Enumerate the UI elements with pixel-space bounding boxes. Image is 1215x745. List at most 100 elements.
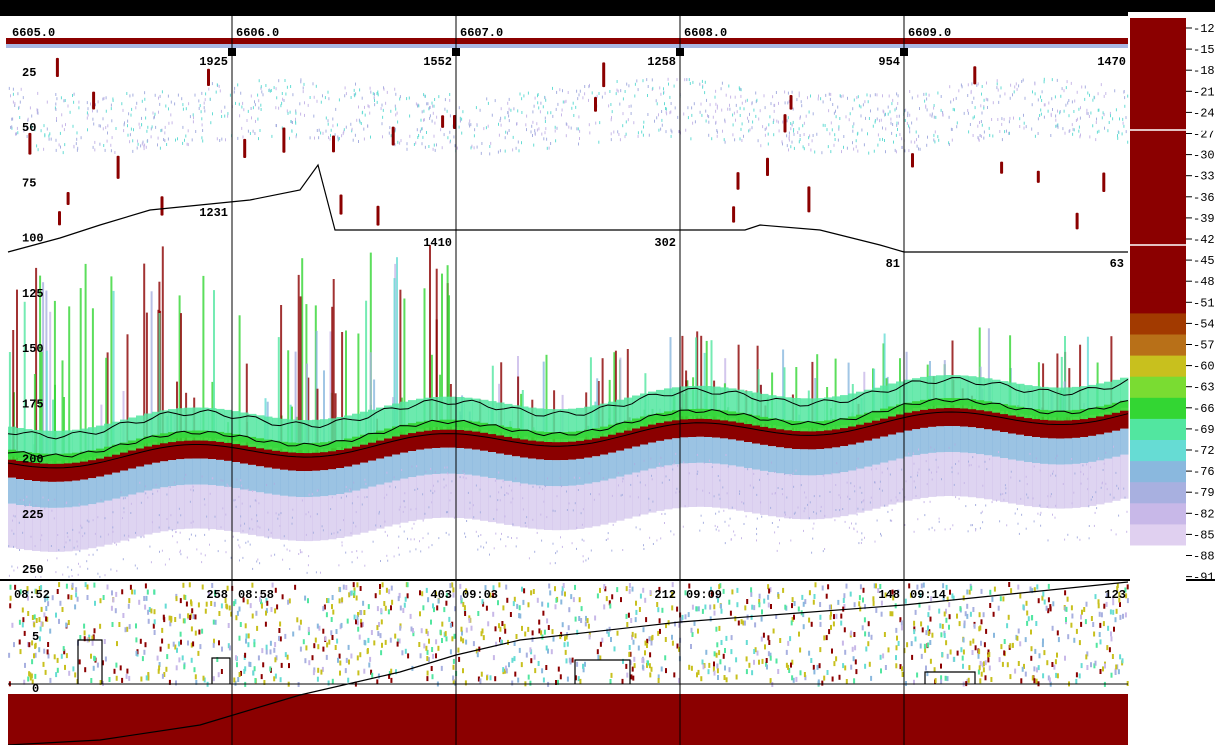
- noise-dot: [359, 88, 361, 92]
- noise-dot: [755, 114, 757, 118]
- subbottom-lilac: [696, 462, 705, 507]
- noise-dot: [257, 93, 259, 97]
- noise-dot: [701, 113, 703, 117]
- ping-tick: 1258: [647, 55, 676, 69]
- noise-dot: [828, 109, 830, 113]
- noise-dot: [956, 125, 958, 129]
- seabed-echo: [496, 435, 505, 454]
- plume: [1110, 336, 1113, 417]
- plume: [545, 354, 548, 444]
- lower-speckle: [978, 665, 981, 671]
- speckle: [622, 549, 624, 551]
- subbottom-blue: [248, 464, 257, 491]
- noise-dot: [93, 122, 95, 126]
- lower-speckle: [147, 618, 150, 624]
- lower-speckle: [102, 680, 104, 686]
- lower-speckle: [827, 584, 830, 590]
- noise-dot: [735, 118, 736, 122]
- scatter-band: [784, 397, 793, 428]
- speckle: [227, 485, 229, 488]
- lower-speckle: [284, 633, 287, 639]
- noise-dot: [616, 80, 618, 83]
- lower-speckle: [286, 654, 289, 660]
- speckle: [128, 539, 130, 542]
- subbottom-blue: [8, 477, 17, 504]
- lower-speckle: [92, 665, 95, 671]
- noise-dot: [521, 97, 523, 101]
- noise-dot: [377, 93, 379, 97]
- speckle: [398, 508, 400, 511]
- lower-speckle: [183, 664, 186, 670]
- lower-speckle: [322, 646, 325, 652]
- lower-speckle: [1019, 593, 1022, 599]
- seabed-echo: [824, 430, 833, 449]
- speckle: [582, 555, 584, 558]
- speckle: [756, 493, 758, 496]
- speckle: [180, 553, 182, 556]
- noise-dot: [182, 125, 184, 129]
- noise-dot: [328, 136, 329, 140]
- noise-dot: [1061, 87, 1063, 91]
- lower-speckle: [298, 625, 301, 631]
- noise-dot: [725, 93, 727, 97]
- noise-dot: [504, 136, 506, 140]
- noise-dot: [368, 105, 370, 109]
- noise-dot: [139, 126, 141, 130]
- seabed-echo: [544, 442, 553, 460]
- speckle: [203, 498, 205, 501]
- lower-speckle: [251, 582, 254, 588]
- noise-dot: [661, 123, 663, 127]
- noise-dot: [788, 148, 789, 152]
- lower-speckle: [1036, 584, 1039, 590]
- noise-dot: [1001, 138, 1003, 142]
- noise-dot: [270, 89, 272, 92]
- scatter-band: [976, 377, 985, 408]
- subbottom-lilac: [472, 475, 481, 520]
- speckle: [794, 511, 796, 514]
- noise-dot: [344, 86, 346, 90]
- noise-dot: [37, 111, 39, 115]
- speckle: [22, 515, 24, 518]
- subbottom-lilac: [656, 466, 665, 511]
- lower-speckle: [147, 672, 150, 677]
- speckle: [804, 491, 805, 494]
- speckle: [1020, 497, 1022, 500]
- speckle: [234, 499, 236, 501]
- speckle: [30, 535, 32, 538]
- noise-dot: [646, 78, 648, 82]
- fish-target: [1036, 170, 1040, 183]
- scatter-band-dense: [768, 418, 777, 431]
- subbottom-lilac: [688, 463, 697, 507]
- lower-speckle: [1075, 672, 1078, 678]
- lower-speckle: [49, 628, 52, 634]
- noise-dot: [798, 91, 800, 95]
- subbottom-lilac: [600, 480, 609, 525]
- noise-dot: [406, 142, 408, 146]
- lower-speckle: [968, 665, 971, 671]
- speckle: [466, 520, 468, 522]
- noise-dot: [48, 137, 50, 141]
- noise-dot: [887, 112, 889, 116]
- speckle: [25, 504, 26, 507]
- subbottom-blue: [1008, 433, 1017, 460]
- subbottom-blue: [520, 457, 529, 484]
- subbottom-lilac: [1104, 458, 1113, 503]
- speckle: [634, 463, 636, 466]
- speckle: [560, 536, 561, 539]
- noise-dot: [853, 122, 855, 126]
- subbottom-lilac: [104, 500, 113, 545]
- depth-tick: 125: [22, 287, 44, 301]
- lower-speckle: [499, 639, 502, 645]
- speckle: [639, 481, 641, 484]
- lower-speckle: [731, 589, 734, 595]
- noise-dot: [76, 131, 78, 135]
- noise-dot: [320, 131, 322, 135]
- lower-speckle: [819, 621, 822, 627]
- speckle: [174, 481, 175, 484]
- lower-speckle: [273, 676, 276, 682]
- scatter-band-dense: [544, 432, 553, 444]
- speckle: [176, 541, 178, 544]
- lower-speckle: [823, 675, 826, 681]
- speckle: [555, 552, 557, 555]
- speckle: [1115, 471, 1117, 474]
